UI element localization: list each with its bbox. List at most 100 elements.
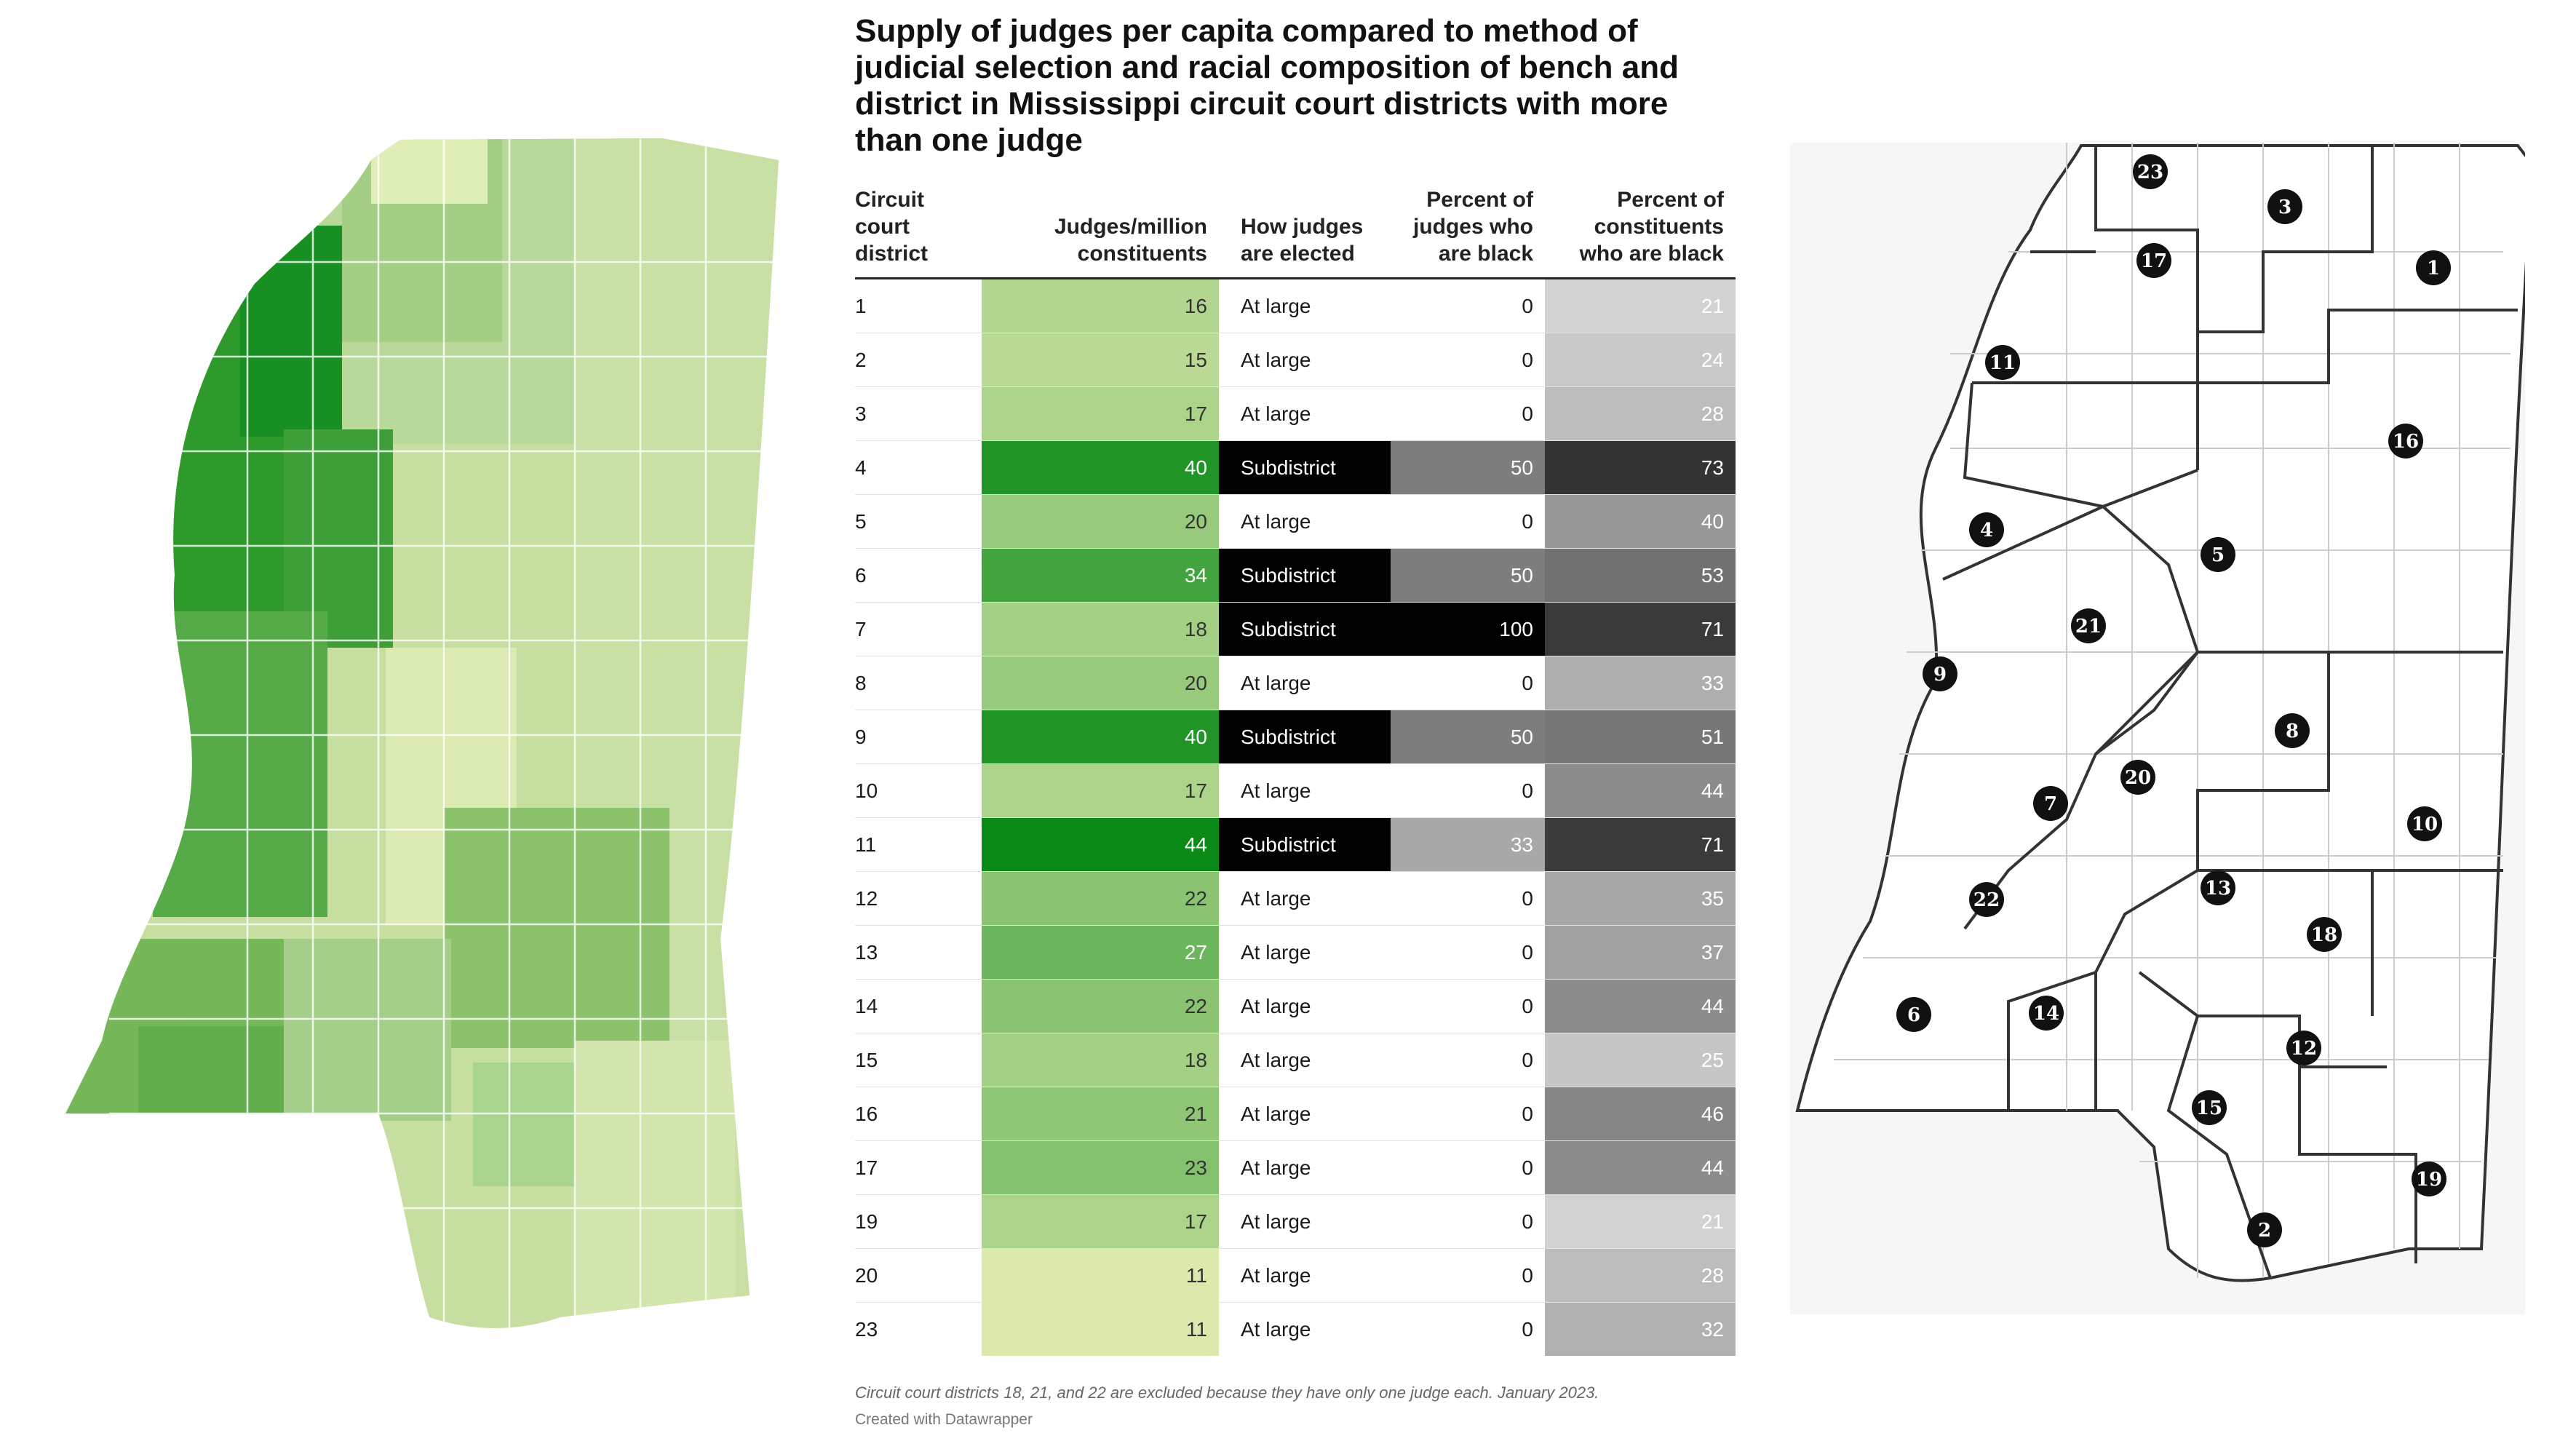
cell-district: 23 [855,1317,878,1341]
cell-district: 19 [855,1194,982,1249]
district-label: 9 [1933,664,1947,686]
district-label-disc [2201,870,2235,905]
table-row: 12 22 At large 0 35 [855,871,1736,926]
cell-pct-constituents-black: 46 [1545,1087,1736,1141]
mississippi-choropleth-map [65,138,779,1328]
footnote: Circuit court districts 18, 21, and 22 a… [855,1384,1599,1402]
district-label: 1 [2427,258,2440,279]
cell-pct-judges-black: 50 [1391,440,1545,495]
cell-judges-per-million: 44 [982,817,1219,872]
cell-pct-constituents-black: 51 [1545,710,1736,764]
cell-judges-per-million: 17 [982,1194,1219,1249]
cell-judges-per-million: 18 [982,1033,1219,1087]
cell-judges-per-million: 34 [982,548,1219,603]
district-label-disc [2133,154,2168,189]
district-label-disc [2286,1031,2321,1065]
district-label: 12 [2291,1038,2317,1060]
data-table: Circuit court district Judges/million co… [855,186,1736,1356]
cell-district: 14 [855,979,982,1033]
cell-pct-constituents-black: 28 [1545,1248,1736,1303]
cell-district: 3 [855,386,982,441]
cell-district: 13 [855,925,982,980]
district-label-disc [2192,1090,2227,1125]
table-row: 4 40 Subdistrict 50 73 [855,440,1736,495]
cell-pct-judges-black: 0 [1391,979,1545,1033]
cell-pct-constituents-black: 71 [1545,817,1736,872]
cell-district: 17 [855,1140,982,1195]
cell-pct-judges-black: 50 [1391,710,1545,764]
cell-judges-per-million: 22 [982,979,1219,1033]
cell-pct-judges-black: 100 [1391,602,1545,656]
district-label-disc [2416,250,2451,285]
cell-how-elected: At large [1219,386,1391,441]
district-label: 17 [2141,250,2167,272]
circuit-district-map: 23 3 1 17 11 16 4 5 21 9 8 20 7 10 22 13 18 6 14 12 15 19 2 [1790,143,2525,1314]
table-row: 1 16 At large 0 21 [855,278,1736,333]
cell-district: 16 [855,1087,982,1141]
cell-pct-judges-black: 0 [1391,871,1545,926]
district-labels: 23 3 1 17 11 16 4 5 21 9 8 20 7 10 22 13 18 6 14 12 15 19 2 [1896,154,2451,1247]
cell-judges-per-million: 40 [982,710,1219,764]
district-label: 19 [2416,1169,2442,1191]
cell-pct-constituents-black: 40 [1545,494,1736,549]
district-label: 23 [2137,162,2163,183]
district-label-disc [1923,656,1957,691]
table-row: 8 20 At large 0 33 [855,656,1736,710]
cell-how-elected: At large [1219,763,1391,818]
district-label: 20 [2125,767,2151,789]
cell-pct-judges-black: 0 [1391,386,1545,441]
header-judges-per-million[interactable]: Judges/million constituents [1054,215,1207,266]
credit: Created with Datawrapper [855,1411,1033,1428]
cell-district: 6 [855,548,982,603]
cell-how-elected: At large [1219,656,1391,710]
cell-how-elected: At large [1219,1194,1391,1249]
cell-pct-constituents-black: 25 [1545,1033,1736,1087]
cell-judges-per-million: 11 [982,1248,1219,1303]
district-label: 3 [2278,196,2291,218]
cell-how-elected: At large [1219,1248,1391,1303]
district-label-disc [2071,608,2106,643]
cell-judges-per-million: 27 [982,925,1219,980]
cell-how-elected: Subdistrict [1219,440,1391,495]
cell-pct-constituents-black: 33 [1545,656,1736,710]
district-label-disc [2033,786,2068,821]
cell-judges-per-million: 16 [982,278,1219,333]
district-label: 6 [1907,1004,1920,1026]
cell-pct-judges-black: 0 [1391,656,1545,710]
district-label: 11 [1989,352,2016,374]
district-label: 10 [2412,814,2438,835]
cell-district: 11 [855,817,982,872]
cell-pct-constituents-black: 44 [1545,1140,1736,1195]
cell-pct-judges-black: 0 [1391,1033,1545,1087]
cell-how-elected: At large [1219,1140,1391,1195]
cell-pct-constituents-black: 53 [1545,548,1736,603]
cell-how-elected: At large [1219,494,1391,549]
table-header-row: Circuit court district Judges/million co… [855,186,1736,279]
table-row: 3 17 At large 0 28 [855,386,1736,441]
cell-pct-judges-black: 0 [1391,1087,1545,1141]
cell-judges-per-million: 40 [982,440,1219,495]
header-how-elected[interactable]: How judges are elected [1241,215,1364,266]
cell-district: 15 [855,1033,982,1087]
header-pct-constituents-black[interactable]: Percent of constituents who are black [1579,188,1724,266]
cell-how-elected: Subdistrict [1219,548,1391,603]
cell-how-elected: At large [1219,278,1391,333]
cell-judges-per-million: 11 [982,1302,1219,1356]
cell-how-elected: Subdistrict [1219,817,1391,872]
header-pct-judges-black[interactable]: Percent of judges who are black [1413,188,1533,266]
district-label-disc [2388,424,2423,458]
cell-judges-per-million: 17 [982,763,1219,818]
cell-how-elected: Subdistrict [1219,710,1391,764]
cell-pct-judges-black: 0 [1522,1317,1533,1341]
district-label: 13 [2205,878,2231,900]
header-district[interactable]: Circuit court district [855,188,929,266]
cell-district: 12 [855,871,982,926]
district-label: 2 [2258,1220,2271,1242]
district-label: 5 [2211,544,2225,566]
cell-district: 9 [855,710,982,764]
cell-how-elected: At large [1219,871,1391,926]
cell-how-elected: At large [1241,1317,1311,1341]
cell-pct-constituents-black: 73 [1545,440,1736,495]
cell-pct-judges-black: 0 [1391,333,1545,387]
table-row: 14 22 At large 0 44 [855,979,1736,1033]
